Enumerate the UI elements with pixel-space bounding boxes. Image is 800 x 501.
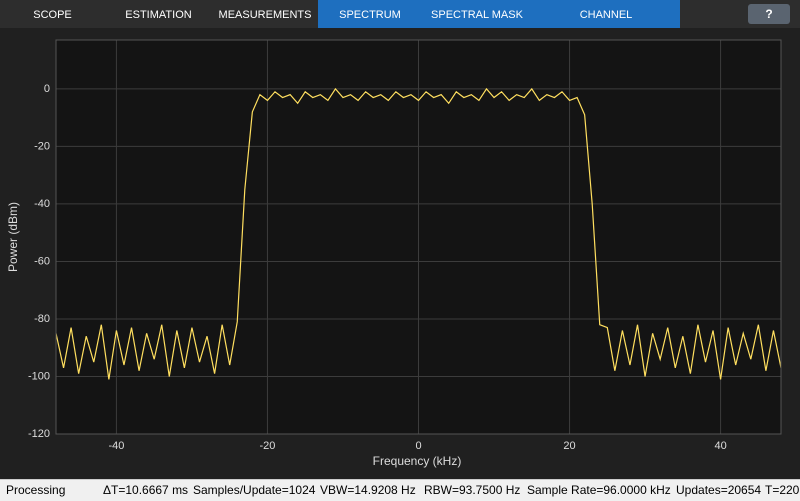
status-text: ΔT=10.6667 ms xyxy=(103,483,189,497)
y-tick-label: -120 xyxy=(28,428,50,440)
y-axis-label: Power (dBm) xyxy=(6,202,20,272)
chart: Frequency (kHz) Power (dBm) -120 -100 -80 -… xyxy=(6,39,782,468)
y-tick-label: -20 xyxy=(34,140,50,152)
x-tick-label: 0 xyxy=(415,440,421,452)
tab[interactable]: SCOPE xyxy=(33,9,72,21)
x-tick-label: 40 xyxy=(714,440,726,452)
y-tick-label: -60 xyxy=(34,255,50,267)
y-tick-label: -100 xyxy=(28,370,50,382)
tab-bar: SCOPE ESTIMATION MEASUREMENTS SPECTRUM S… xyxy=(0,0,800,51)
spectrum-line xyxy=(55,87,782,380)
status-text: T=220 xyxy=(765,483,800,497)
status-text: RBW=93.7500 Hz xyxy=(424,483,521,497)
y-tick-label: 0 xyxy=(44,83,50,95)
help-button[interactable]: ? xyxy=(748,4,790,24)
tab[interactable]: MEASUREMENTS xyxy=(218,9,312,21)
status-text: Samples/Update=1024 xyxy=(193,483,316,497)
x-tick-label: 20 xyxy=(563,440,575,452)
tab[interactable]: SPECTRUM xyxy=(318,0,422,28)
x-tick-label: -40 xyxy=(108,440,124,452)
status-bar: Processing ΔT=10.6667 ms Samples/Update=… xyxy=(0,479,800,501)
tab[interactable]: CHANNEL MEASUREMENTS xyxy=(532,0,680,51)
y-tick-label: -80 xyxy=(34,313,50,325)
status-text: Sample Rate=96.0000 kHz xyxy=(527,483,671,497)
x-axis-label: Frequency (kHz) xyxy=(373,454,462,468)
tab[interactable]: SPECTRAL MASK xyxy=(422,0,532,28)
x-tick-label: -20 xyxy=(260,440,276,452)
tab[interactable]: ESTIMATION xyxy=(125,9,192,21)
status-text: VBW=14.9208 Hz xyxy=(320,483,416,497)
y-tick-label: -40 xyxy=(34,198,50,210)
plot-frame xyxy=(55,39,782,435)
status-text: Updates=20654 xyxy=(676,483,762,497)
status-text: Processing xyxy=(6,483,66,497)
